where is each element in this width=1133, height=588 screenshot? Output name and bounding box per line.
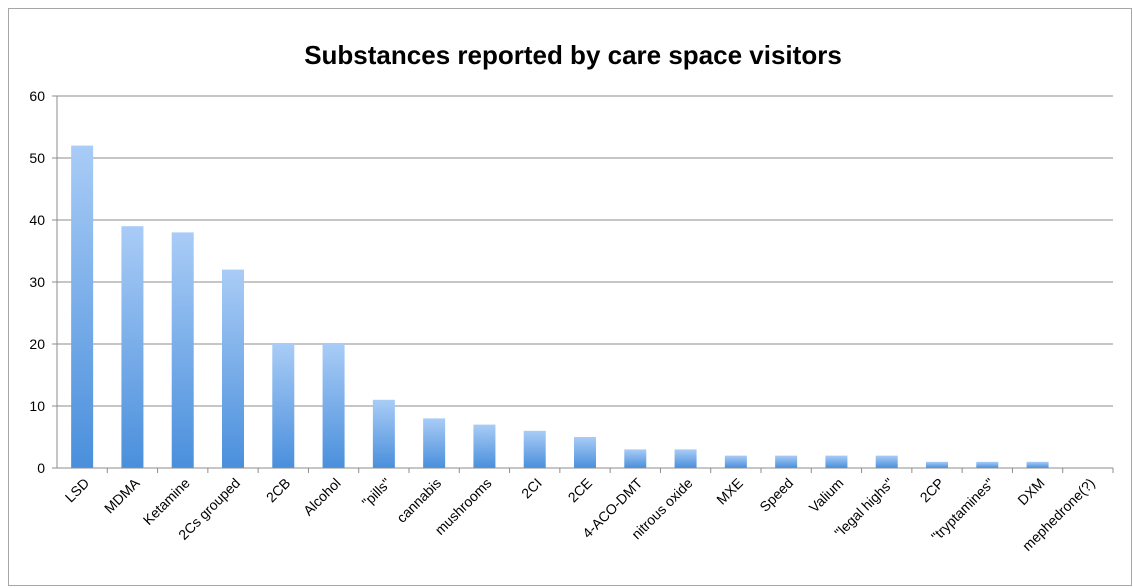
bar-4 (272, 344, 295, 468)
chart-frame (8, 8, 1132, 586)
x-category-label: cannabis (393, 475, 444, 526)
x-category-label: LSD (62, 475, 93, 506)
gridlines (57, 95, 1113, 407)
bar-18 (976, 461, 999, 468)
x-category-label: "pills" (359, 475, 394, 510)
bar-7 (423, 418, 446, 468)
bar-8 (473, 424, 496, 468)
bar-9 (523, 430, 546, 468)
x-category-label: DXM (1014, 475, 1047, 508)
x-category-label: 2CB (263, 475, 294, 506)
y-axis-ticks: 0 10 20 30 40 50 60 (29, 88, 57, 476)
bar-12 (674, 449, 697, 468)
x-category-label: MXE (713, 475, 746, 508)
x-category-label: Speed (756, 475, 796, 515)
bar-3 (222, 269, 244, 468)
bar-0 (71, 145, 94, 468)
y-tick-label: 20 (29, 336, 45, 352)
chart-title: Substances reported by care space visito… (304, 40, 842, 70)
x-category-label: Valium (806, 475, 847, 516)
y-tick-label: 30 (29, 274, 45, 290)
bar-5 (322, 344, 345, 468)
bars (71, 145, 1049, 468)
bar-13 (724, 455, 747, 468)
bar-15 (825, 455, 848, 468)
bar-11 (624, 449, 647, 468)
axes (56, 96, 1113, 469)
bar-6 (372, 399, 395, 468)
y-tick-label: 60 (29, 88, 45, 104)
x-category-label: Ketamine (140, 475, 193, 528)
bar-16 (875, 455, 898, 468)
bar-10 (574, 437, 596, 468)
x-category-label: MDMA (101, 474, 143, 516)
bar-2 (171, 232, 194, 468)
bar-1 (121, 226, 144, 468)
bar-14 (775, 455, 798, 468)
y-tick-label: 50 (29, 150, 45, 166)
bar-17 (926, 461, 948, 468)
x-category-label: 2CP (917, 475, 948, 506)
x-category-label: Alcohol (300, 475, 344, 519)
bar-19 (1026, 461, 1049, 468)
y-tick-label: 10 (29, 398, 45, 414)
y-tick-label: 40 (29, 212, 45, 228)
y-tick-label: 0 (37, 460, 45, 476)
x-category-label: 2CI (518, 475, 545, 502)
x-category-label: 2CE (565, 475, 596, 506)
